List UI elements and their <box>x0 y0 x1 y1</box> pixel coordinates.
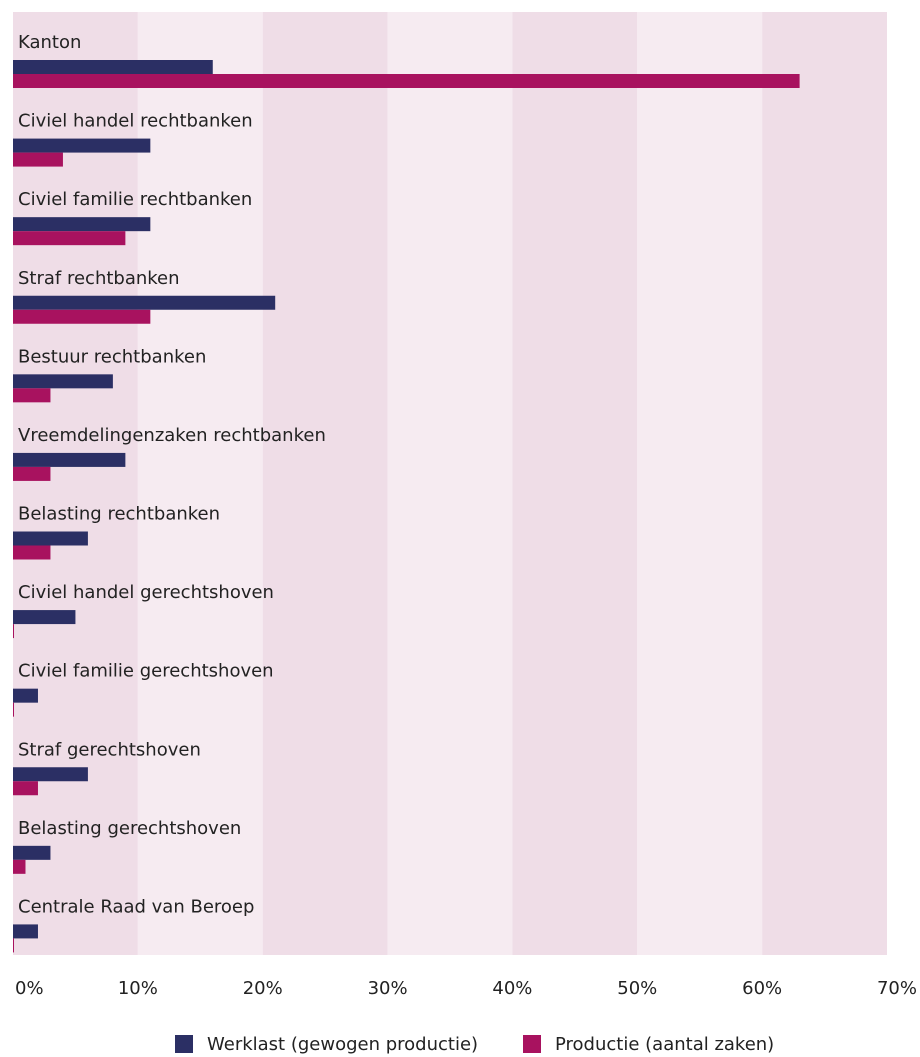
bar <box>13 309 151 324</box>
category-label: Civiel handel rechtbanken <box>18 111 253 132</box>
bar <box>13 374 113 389</box>
legend-swatch <box>175 1035 193 1053</box>
category-label: Kanton <box>18 32 81 53</box>
category-label: Civiel handel gerechtshoven <box>18 582 274 603</box>
bar <box>13 531 88 546</box>
category-label: Centrale Raad van Beroep <box>18 896 254 917</box>
bar <box>13 60 213 74</box>
bar <box>13 845 51 860</box>
grid-band <box>262 12 388 955</box>
category-label: Straf gerechtshoven <box>18 739 201 760</box>
x-tick-label: 70% <box>877 978 917 999</box>
category-label: Belasting rechtbanken <box>18 504 220 525</box>
bar <box>13 624 14 639</box>
x-tick-label: 40% <box>492 978 532 999</box>
bar <box>13 688 38 703</box>
legend-swatch <box>523 1035 541 1053</box>
x-tick-label: 20% <box>243 978 283 999</box>
x-tick-label: 0% <box>15 978 44 999</box>
bar <box>13 452 126 467</box>
grid-band <box>512 12 638 955</box>
category-label: Civiel familie gerechtshoven <box>18 661 274 682</box>
x-tick-label: 50% <box>617 978 657 999</box>
bar <box>13 295 276 310</box>
legend-label: Productie (aantal zaken) <box>555 1034 774 1055</box>
bar <box>13 859 26 874</box>
category-label: Belasting gerechtshoven <box>18 818 241 839</box>
bar <box>13 217 151 232</box>
bar <box>13 610 76 625</box>
grid-band <box>387 12 513 955</box>
bar <box>13 466 51 481</box>
bar <box>13 938 14 953</box>
bar <box>13 545 51 560</box>
category-label: Bestuur rechtbanken <box>18 346 206 367</box>
grid-band <box>637 12 763 955</box>
bar <box>13 767 88 782</box>
grid-band <box>13 12 138 955</box>
legend-label: Werklast (gewogen productie) <box>207 1034 478 1055</box>
bar <box>13 781 38 796</box>
bar <box>13 388 51 403</box>
x-tick-label: 60% <box>742 978 782 999</box>
grid-band <box>762 12 887 955</box>
x-tick-label: 30% <box>368 978 408 999</box>
bar <box>13 74 800 88</box>
bar <box>13 138 151 153</box>
bar <box>13 231 126 246</box>
bar <box>13 152 63 167</box>
category-label: Civiel familie rechtbanken <box>18 189 252 210</box>
x-tick-label: 10% <box>118 978 158 999</box>
grid-band <box>137 12 263 955</box>
category-label: Straf rechtbanken <box>18 268 180 289</box>
bar <box>13 924 38 939</box>
category-label: Vreemdelingenzaken rechtbanken <box>18 425 326 446</box>
bar <box>13 702 14 717</box>
